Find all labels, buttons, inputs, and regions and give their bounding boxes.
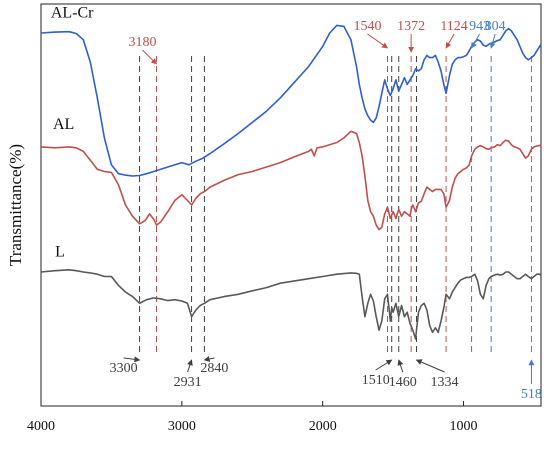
series-line-l bbox=[40, 269, 542, 340]
series-name-label: AL bbox=[53, 116, 74, 133]
series-line-al-cr bbox=[40, 24, 542, 177]
peak-arrow bbox=[142, 49, 158, 65]
peak-label: 1334 bbox=[430, 375, 458, 390]
x-tick-label: 2000 bbox=[309, 419, 337, 434]
peak-arrow bbox=[123, 356, 141, 363]
x-tick-label: 3000 bbox=[168, 419, 196, 434]
x-tick-label: 1000 bbox=[450, 419, 478, 434]
peak-markers bbox=[139, 56, 532, 356]
series-name-label: AL-Cr bbox=[51, 4, 94, 21]
peak-label: 1124 bbox=[440, 19, 467, 34]
peak-label: 1372 bbox=[397, 19, 425, 34]
peak-arrow bbox=[375, 359, 393, 371]
peak-label: 943 bbox=[469, 19, 490, 34]
peak-arrow bbox=[445, 33, 455, 49]
peak-arrow bbox=[187, 359, 193, 373]
peak-label: 3300 bbox=[110, 361, 138, 376]
peak-label: 2840 bbox=[200, 361, 228, 376]
peak-label: 518 bbox=[521, 387, 542, 402]
y-axis-label: Transmittance(%) bbox=[6, 144, 25, 266]
peak-arrow bbox=[471, 33, 480, 49]
x-axis: 4000 3000 2000 1000 bbox=[27, 401, 478, 434]
series-lines bbox=[40, 24, 542, 340]
peak-label: 1510 bbox=[362, 373, 390, 388]
series-line-al bbox=[40, 130, 542, 231]
plot-frame bbox=[40, 3, 542, 407]
peak-label: 3180 bbox=[128, 35, 156, 50]
peak-label: 2931 bbox=[174, 375, 202, 390]
peak-arrow bbox=[489, 33, 496, 49]
peak-arrow bbox=[415, 359, 445, 373]
x-tick-label: 4000 bbox=[27, 419, 55, 434]
peak-label: 1540 bbox=[353, 19, 381, 34]
peak-arrow bbox=[397, 359, 404, 373]
peak-label: 1460 bbox=[389, 375, 417, 390]
peak-arrow bbox=[367, 33, 389, 49]
series-name-label: L bbox=[55, 243, 65, 260]
peak-arrow bbox=[203, 356, 215, 362]
series-labels: AL-Cr AL L bbox=[51, 4, 94, 260]
peak-label: 804 bbox=[485, 19, 506, 34]
